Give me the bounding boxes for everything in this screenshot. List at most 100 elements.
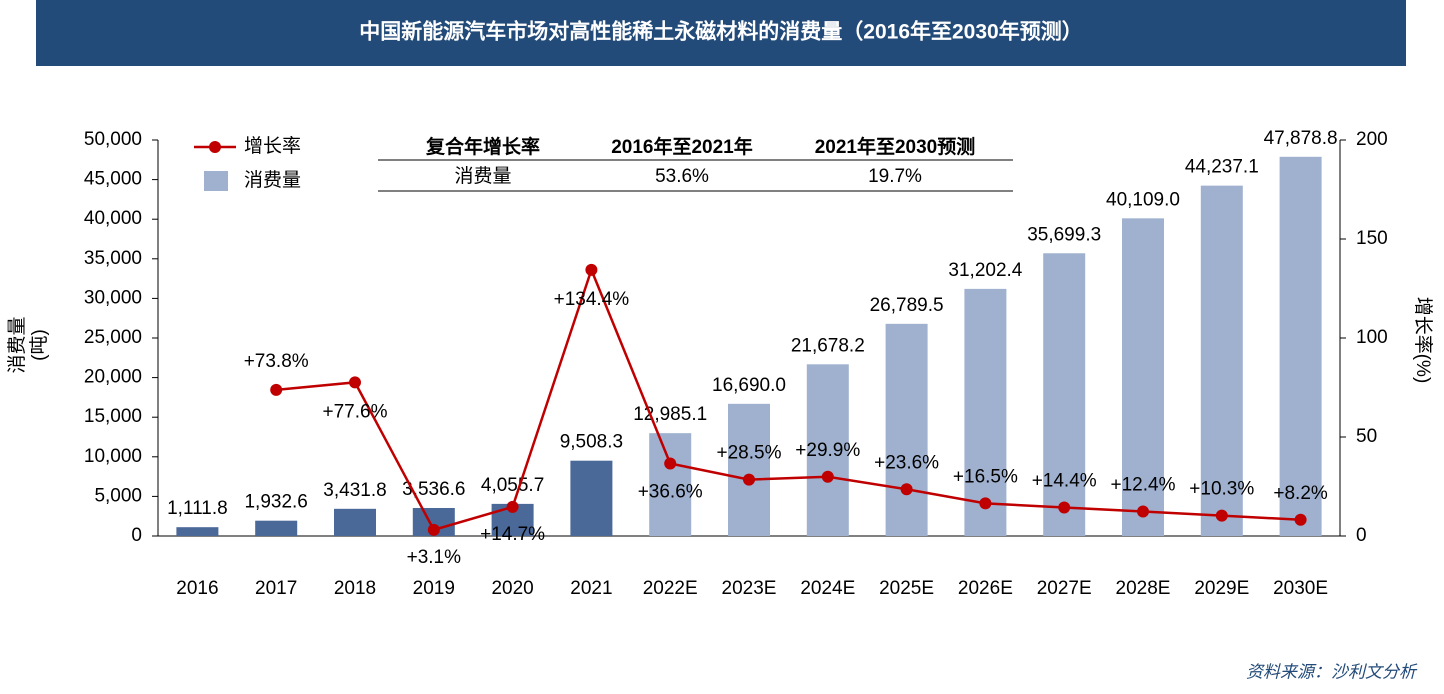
line-label: +134.4% (554, 289, 630, 310)
x-tick-label: 2023E (722, 578, 777, 599)
bar-label: 35,699.3 (1027, 224, 1101, 245)
y2-tick-label: 0 (1356, 525, 1367, 546)
table-header: 复合年增长率 (425, 135, 540, 158)
bar (334, 508, 376, 536)
x-tick-label: 2030E (1273, 578, 1328, 599)
chart-title: 中国新能源汽车市场对高性能稀土永磁材料的消费量（2016年至2030年预测） (359, 20, 1082, 44)
x-tick-label: 2025E (879, 578, 934, 599)
y-tick-label: 45,000 (84, 169, 142, 190)
line-marker (900, 483, 913, 496)
bar-label: 44,237.1 (1185, 157, 1259, 178)
line-label: +36.6% (638, 482, 703, 503)
x-tick-label: 2021 (570, 578, 612, 599)
bar (728, 403, 770, 536)
bar (255, 520, 298, 536)
bar-label: 1,932.6 (244, 492, 307, 513)
x-tick-label: 2020 (491, 578, 533, 599)
bar-label: 12,985.1 (633, 404, 707, 425)
line-label: +12.4% (1111, 474, 1176, 495)
bar (1200, 185, 1243, 537)
line-label: +16.5% (953, 466, 1018, 487)
line-marker (585, 263, 598, 276)
line-marker (821, 470, 834, 483)
y-tick-label: 15,000 (84, 406, 142, 427)
line-label: +77.6% (323, 401, 388, 422)
line-marker (1058, 501, 1071, 514)
line-label: +8.2% (1273, 483, 1328, 504)
bar (649, 433, 692, 536)
table-cell: 消费量 (454, 165, 511, 187)
legend-label: 消费量 (244, 169, 301, 191)
bar-label: 9,508.3 (560, 432, 623, 453)
bar-label: 40,109.0 (1106, 189, 1180, 210)
line-label: +28.5% (717, 443, 782, 464)
line-label: +29.9% (795, 440, 860, 461)
line-label: +23.6% (874, 452, 939, 473)
bar (885, 323, 928, 536)
bar (1122, 218, 1164, 536)
line-label: +14.7% (480, 524, 545, 545)
bar-label: 4,055.7 (481, 475, 544, 496)
x-tick-label: 2029E (1194, 578, 1249, 599)
line-marker (743, 473, 755, 486)
legend-marker (209, 141, 221, 153)
title-banner (36, 0, 1406, 66)
y-tick-label: 50,000 (84, 129, 142, 150)
bar-label: 26,789.5 (870, 295, 944, 316)
bar (176, 527, 219, 536)
bar (1043, 253, 1086, 537)
y-tick-label: 10,000 (84, 446, 142, 467)
y2-tick-label: 50 (1356, 426, 1377, 447)
table-header: 2021年至2030预测 (815, 135, 976, 158)
bar-label: 3,431.8 (323, 480, 386, 501)
line-marker (664, 457, 677, 470)
bar (570, 460, 613, 536)
table-cell: 53.6% (655, 166, 709, 187)
y-tick-label: 20,000 (84, 367, 142, 388)
y-tick-label: 5,000 (94, 485, 142, 506)
y-axis-label: 消费量 (6, 316, 28, 373)
x-tick-label: 2019 (413, 578, 455, 599)
line-marker (1294, 513, 1307, 526)
source: 资料来源：沙利文分析 (1246, 662, 1418, 681)
y2-tick-label: 200 (1356, 129, 1388, 150)
x-tick-label: 2028E (1116, 578, 1171, 599)
x-tick-label: 2016 (176, 578, 218, 599)
legend-label: 增长率 (244, 135, 301, 157)
y-axis-label: (吨) (28, 329, 50, 361)
line-marker (270, 383, 283, 396)
y-tick-label: 35,000 (84, 248, 142, 269)
y-tick-label: 40,000 (84, 208, 142, 229)
bar (806, 364, 849, 536)
x-tick-label: 2024E (800, 578, 855, 599)
bar (1279, 156, 1322, 536)
y2-tick-label: 150 (1356, 228, 1388, 249)
y-tick-label: 0 (131, 525, 142, 546)
bar-label: 47,878.8 (1264, 128, 1338, 149)
bar-label: 31,202.4 (948, 260, 1022, 281)
line-label: +3.1% (407, 547, 462, 568)
x-tick-label: 2018 (334, 578, 376, 599)
line-marker (1137, 505, 1149, 518)
x-tick-label: 2026E (958, 578, 1013, 599)
bar-label: 3,536.6 (402, 479, 465, 500)
line-label: +14.4% (1032, 471, 1097, 492)
bar-label: 1,111.8 (167, 498, 228, 519)
line-marker (349, 376, 361, 389)
y2-tick-label: 100 (1356, 327, 1388, 348)
line-label: +10.3% (1189, 479, 1254, 500)
bar-label: 21,678.2 (791, 335, 865, 356)
y-tick-label: 25,000 (84, 327, 142, 348)
x-tick-label: 2022E (643, 578, 698, 599)
table-cell: 19.7% (868, 166, 922, 187)
line-marker (979, 497, 992, 510)
y2-axis-label: 增长率(%) (1412, 297, 1434, 384)
bar (964, 288, 1007, 536)
bar-label: 16,690.0 (712, 375, 786, 396)
line-label: +73.8% (244, 351, 309, 372)
table-header: 2016年至2021年 (611, 135, 753, 158)
line-marker (506, 500, 519, 513)
line-marker (427, 523, 440, 536)
line (276, 266, 1301, 532)
